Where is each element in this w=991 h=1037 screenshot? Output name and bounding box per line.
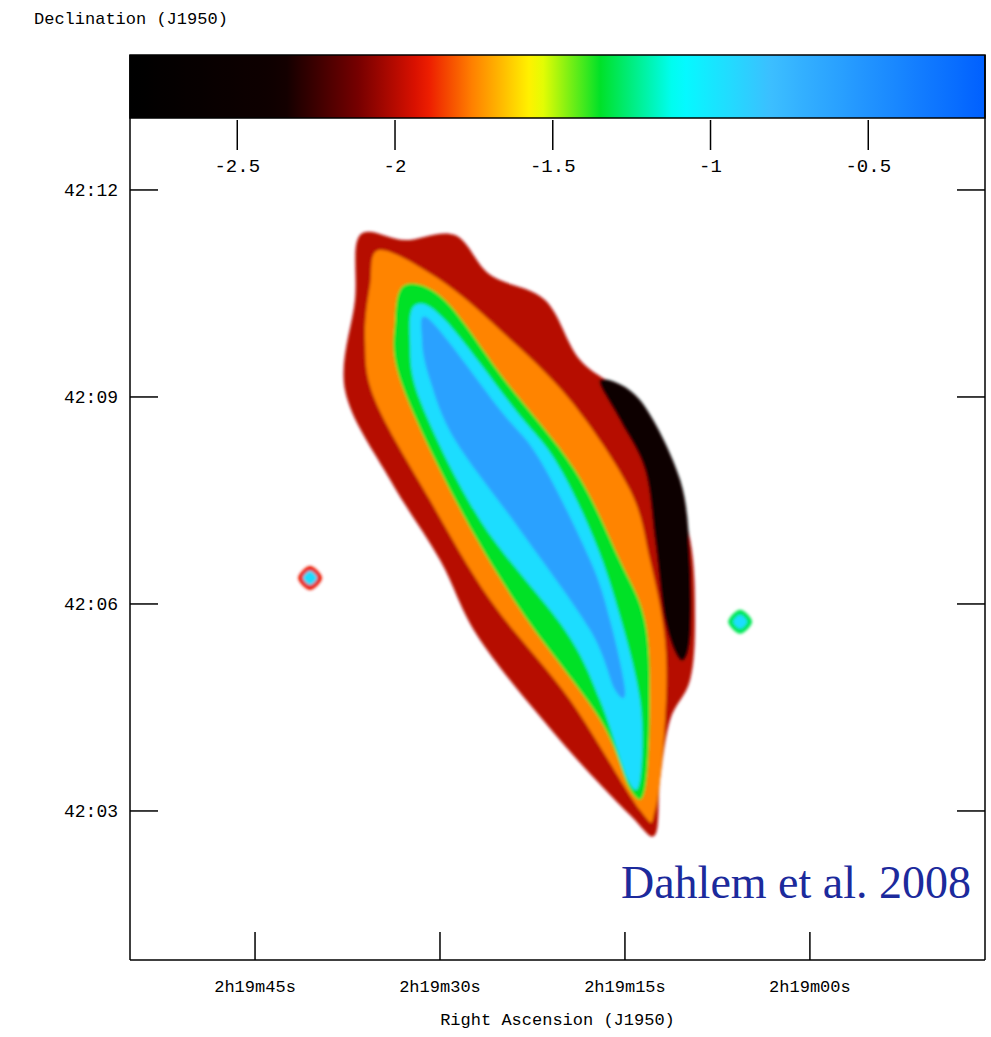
colorbar [130, 55, 985, 118]
credit-annotation: Dahlem et al. 2008 [621, 857, 971, 908]
x-tick-label: 2h19m00s [769, 978, 851, 997]
region [728, 610, 752, 634]
colorbar-tick [710, 120, 712, 150]
region [410, 304, 643, 790]
y-tick-label: 42:12 [64, 181, 118, 201]
region [303, 571, 317, 585]
y-tick-right [957, 603, 985, 605]
y-tick [130, 810, 158, 812]
map-regions-soft [298, 232, 752, 837]
y-tick [130, 603, 158, 605]
x-tick [254, 932, 256, 960]
y-tick-right [957, 396, 985, 398]
colorbar-tick-label: -1 [699, 156, 722, 178]
colorbar-tick-label: -0.5 [845, 156, 891, 178]
x-tick-label: 2h19m30s [399, 978, 481, 997]
y-tick-label: 42:09 [64, 388, 118, 408]
y-tick-right [957, 189, 985, 191]
x-axis-title: Right Ascension (J1950) [440, 1011, 675, 1030]
y-axis-title: Declination (J1950) [34, 10, 228, 29]
colorbar-tick [394, 120, 396, 150]
x-tick-label: 2h19m45s [214, 978, 296, 997]
colorbar-tick [552, 120, 554, 150]
colorbar-tick-label: -1.5 [530, 156, 576, 178]
region [421, 317, 625, 699]
axis-bottom [130, 959, 985, 961]
y-tick [130, 396, 158, 398]
colorbar-tick [237, 120, 239, 150]
colorbar-tick-label: -2 [384, 156, 407, 178]
region [344, 232, 695, 837]
chart: -2.5 -2 -1.5 -1 -0.5 42:12 42:09 42:06 42:03 2h19… [0, 0, 991, 1037]
colorbar-tick [868, 120, 870, 150]
region [365, 250, 667, 823]
axis-right [984, 55, 986, 960]
region [298, 566, 322, 590]
y-tick-label: 42:03 [64, 802, 118, 822]
region [393, 284, 650, 800]
x-tick [809, 932, 811, 960]
x-tick [624, 932, 626, 960]
y-tick [130, 189, 158, 191]
background [0, 0, 991, 1037]
region [733, 615, 747, 629]
colorbar-tick-label: -2.5 [214, 156, 260, 178]
map-regions [298, 232, 752, 837]
x-tick [439, 932, 441, 960]
y-tick-label: 42:06 [64, 595, 118, 615]
axis-left [129, 55, 131, 960]
y-tick-right [957, 810, 985, 812]
x-tick-label: 2h19m15s [584, 978, 666, 997]
